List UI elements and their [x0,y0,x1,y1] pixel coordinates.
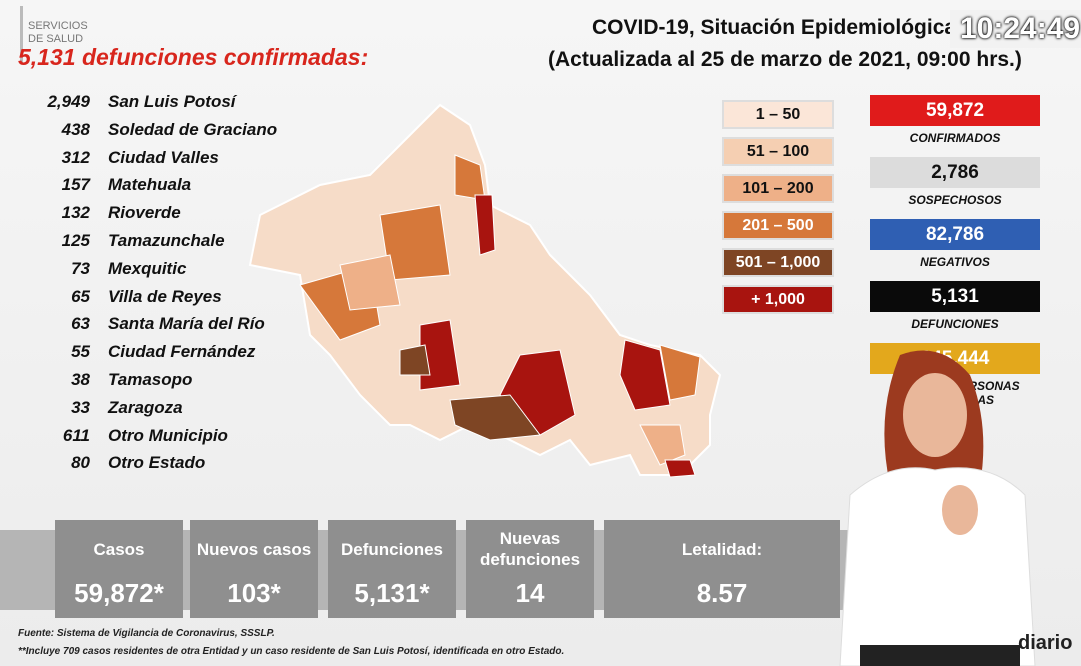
death-count: 65 [71,286,90,306]
interpreter [839,350,1036,666]
summary-card: Nuevas defunciones 14 [466,520,594,618]
shirt [839,467,1036,666]
municipality-name: Matehuala [108,175,192,195]
death-count: 33 [71,397,90,417]
legend-range: 201 – 500 [722,211,834,240]
death-count: 55 [71,342,90,362]
municipality-name: Soledad de Graciano [108,119,278,139]
municipality-name: Ciudad Fernández [108,342,256,362]
summary-value: 59,872* [74,578,164,608]
hand [942,485,978,535]
summary-card: Letalidad: 8.57 [604,520,840,618]
stat-value: 5,131 [870,281,1040,312]
death-count: 125 [61,231,90,250]
summary-card: Defunciones 5,131* [328,520,456,618]
municipality-name: Tamasopo [108,370,193,389]
report-title: COVID-19, Situación Epidemiológica [592,16,957,39]
death-count: 63 [71,314,90,334]
watermark: diario [1018,632,1073,654]
death-count: 312 [61,147,90,167]
death-count: 2,949 [47,92,90,111]
summary-label: Casos [93,539,145,559]
summary-label: Nuevas defunciones [479,529,581,569]
state-map [248,103,722,478]
stat-label: DEFUNCIONES [911,317,999,331]
logo-bar [20,6,23,64]
death-count: 611 [62,425,90,445]
municipality-name: Mexquitic [108,258,187,278]
summary-card: Nuevos casos 103* [190,520,318,618]
map-region [639,424,686,466]
stat-label: CONFIRMADOS [909,131,1001,145]
title: 5,131 defunciones confirmadas: [18,44,369,70]
summary-value: 14 [515,578,545,608]
map-outline [248,103,722,476]
death-count: 73 [71,258,90,278]
legend-range: 501 – 1,000 [722,248,834,277]
map-region [619,339,671,411]
stat-label: NEGATIVOS [920,255,990,269]
report-subtitle: (Actualizada al 25 de marzo de 2021, 09:… [548,48,1022,71]
municipality-name: San Luis Potosí [108,92,236,111]
summary-value: 5,131* [354,578,430,608]
footer-note: **Incluye 709 casos residentes de otra E… [18,646,565,657]
legend-range: + 1,000 [722,285,834,314]
stat-value: 2,786 [870,157,1040,188]
municipality-name: Tamazunchale [108,231,225,250]
logo: SERVICIOS DE SALUD [28,20,88,45]
municipality-name: Otro Estado [108,453,206,473]
death-count: 438 [61,119,90,139]
municipality-name: Rioverde [108,203,181,223]
stat-label: SOSPECHOSOS [908,193,1002,207]
municipality-name: Otro Municipio [108,425,228,445]
death-count: 132 [61,203,90,223]
legend-range: 51 – 100 [722,137,834,166]
summary-value: 103* [227,578,281,608]
map-region [399,344,431,376]
death-count: 38 [71,370,90,389]
municipality-name: Zaragoza [108,397,183,417]
legend-range: 101 – 200 [722,174,834,203]
summary-label: Defunciones [340,539,444,559]
legend-range: 1 – 50 [722,100,834,129]
map-region [659,344,701,401]
municipality-name: Santa María del Río [108,314,265,334]
map-region [664,459,696,478]
map-region [339,254,401,311]
map-region [474,194,496,256]
pants [860,645,1020,666]
municipality-name: Villa de Reyes [108,286,222,306]
stat-value: 59,872 [870,95,1040,126]
face [903,373,967,457]
map-region [449,394,541,441]
municipality-name: Ciudad Valles [108,147,219,167]
stat-value: 82,786 [870,219,1040,250]
death-count: 80 [71,453,90,473]
summary-value: 8.57 [696,578,748,608]
summary-label: Letalidad: [681,539,763,559]
clock: 10:24:49 [950,10,1081,48]
summary-label: Nuevos casos [196,539,312,559]
death-count: 157 [61,175,90,195]
summary-card: Casos 59,872* [55,520,183,618]
footer-source: Fuente: Sistema de Vigilancia de Coronav… [18,628,275,639]
